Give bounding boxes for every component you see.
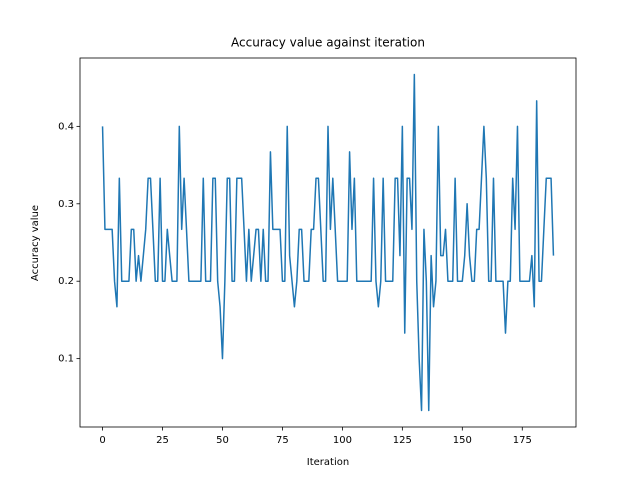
y-tick-label: 0.1: [58, 354, 74, 365]
y-tick-label: 0.2: [58, 276, 74, 287]
x-tick-label: 150: [453, 435, 472, 446]
y-tick-label: 0.4: [58, 121, 74, 132]
plot-frame: [79, 57, 577, 428]
x-tick-label: 75: [276, 435, 289, 446]
x-tick-label: 125: [393, 435, 412, 446]
y-tick-label: 0.3: [58, 199, 74, 210]
x-tick-label: 25: [156, 435, 169, 446]
x-tick-label: 50: [216, 435, 229, 446]
x-axis-label: Iteration: [307, 457, 349, 468]
x-tick-label: 0: [99, 435, 105, 446]
data-line: [101, 73, 555, 412]
y-axis-label: Accuracy value: [30, 205, 41, 281]
x-tick-label: 175: [513, 435, 532, 446]
chart-title: Accuracy value against iteration: [231, 36, 425, 50]
x-tick-label: 100: [333, 435, 352, 446]
